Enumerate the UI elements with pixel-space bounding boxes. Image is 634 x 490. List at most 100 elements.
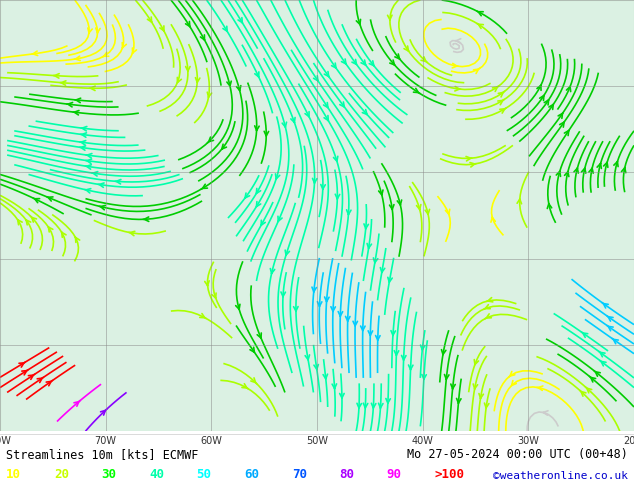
FancyArrowPatch shape bbox=[86, 159, 92, 164]
FancyArrowPatch shape bbox=[86, 165, 91, 169]
FancyArrowPatch shape bbox=[335, 194, 340, 199]
FancyArrowPatch shape bbox=[324, 116, 328, 121]
FancyArrowPatch shape bbox=[500, 108, 506, 113]
FancyArrowPatch shape bbox=[236, 86, 241, 91]
FancyArrowPatch shape bbox=[250, 347, 254, 352]
FancyArrowPatch shape bbox=[394, 351, 399, 355]
FancyArrowPatch shape bbox=[340, 102, 344, 107]
FancyArrowPatch shape bbox=[456, 398, 461, 403]
FancyArrowPatch shape bbox=[388, 277, 392, 282]
FancyArrowPatch shape bbox=[347, 210, 351, 215]
FancyArrowPatch shape bbox=[444, 374, 449, 379]
FancyArrowPatch shape bbox=[604, 162, 608, 167]
FancyArrowPatch shape bbox=[74, 400, 80, 406]
FancyArrowPatch shape bbox=[560, 122, 564, 127]
FancyArrowPatch shape bbox=[485, 314, 491, 319]
FancyArrowPatch shape bbox=[30, 216, 37, 222]
FancyArrowPatch shape bbox=[81, 133, 86, 137]
FancyArrowPatch shape bbox=[305, 112, 309, 117]
FancyArrowPatch shape bbox=[332, 384, 337, 389]
FancyArrowPatch shape bbox=[75, 237, 80, 243]
FancyArrowPatch shape bbox=[498, 91, 505, 97]
FancyArrowPatch shape bbox=[129, 231, 135, 236]
FancyArrowPatch shape bbox=[314, 76, 318, 81]
Text: 50: 50 bbox=[197, 468, 212, 481]
FancyArrowPatch shape bbox=[477, 11, 483, 16]
FancyArrowPatch shape bbox=[67, 102, 72, 107]
Text: 30: 30 bbox=[101, 468, 117, 481]
FancyArrowPatch shape bbox=[236, 304, 240, 309]
FancyArrowPatch shape bbox=[545, 100, 548, 105]
FancyArrowPatch shape bbox=[255, 126, 259, 131]
FancyArrowPatch shape bbox=[493, 86, 499, 92]
FancyArrowPatch shape bbox=[245, 193, 250, 198]
Text: 90: 90 bbox=[387, 468, 402, 481]
FancyArrowPatch shape bbox=[96, 28, 100, 33]
FancyArrowPatch shape bbox=[314, 365, 318, 369]
FancyArrowPatch shape bbox=[281, 292, 285, 297]
FancyArrowPatch shape bbox=[357, 403, 361, 408]
FancyArrowPatch shape bbox=[53, 74, 59, 78]
FancyArrowPatch shape bbox=[278, 216, 282, 221]
FancyArrowPatch shape bbox=[81, 126, 87, 131]
FancyArrowPatch shape bbox=[186, 67, 190, 71]
FancyArrowPatch shape bbox=[256, 189, 261, 194]
FancyArrowPatch shape bbox=[361, 326, 365, 331]
FancyArrowPatch shape bbox=[333, 156, 338, 161]
FancyArrowPatch shape bbox=[413, 88, 420, 94]
FancyArrowPatch shape bbox=[200, 35, 205, 40]
FancyArrowPatch shape bbox=[325, 72, 329, 76]
FancyArrowPatch shape bbox=[508, 371, 515, 377]
FancyArrowPatch shape bbox=[484, 403, 489, 408]
FancyArrowPatch shape bbox=[222, 144, 226, 149]
FancyArrowPatch shape bbox=[201, 184, 207, 189]
FancyArrowPatch shape bbox=[356, 20, 361, 25]
FancyArrowPatch shape bbox=[549, 104, 553, 109]
FancyArrowPatch shape bbox=[372, 403, 376, 408]
FancyArrowPatch shape bbox=[537, 386, 543, 391]
Text: ©weatheronline.co.uk: ©weatheronline.co.uk bbox=[493, 471, 628, 481]
FancyArrowPatch shape bbox=[238, 18, 242, 23]
FancyArrowPatch shape bbox=[61, 232, 66, 237]
FancyArrowPatch shape bbox=[417, 204, 421, 210]
FancyArrowPatch shape bbox=[133, 48, 136, 53]
FancyArrowPatch shape bbox=[512, 381, 516, 386]
FancyArrowPatch shape bbox=[338, 312, 342, 317]
FancyArrowPatch shape bbox=[386, 398, 391, 403]
FancyArrowPatch shape bbox=[261, 220, 265, 225]
FancyArrowPatch shape bbox=[207, 137, 214, 143]
FancyArrowPatch shape bbox=[212, 293, 216, 298]
FancyArrowPatch shape bbox=[380, 268, 385, 272]
FancyArrowPatch shape bbox=[353, 321, 358, 326]
FancyArrowPatch shape bbox=[612, 339, 618, 343]
FancyArrowPatch shape bbox=[312, 287, 316, 292]
FancyArrowPatch shape bbox=[332, 63, 336, 68]
FancyArrowPatch shape bbox=[270, 269, 275, 273]
FancyArrowPatch shape bbox=[446, 209, 450, 214]
FancyArrowPatch shape bbox=[470, 163, 476, 167]
FancyArrowPatch shape bbox=[26, 220, 30, 225]
FancyArrowPatch shape bbox=[305, 355, 309, 360]
FancyArrowPatch shape bbox=[29, 374, 35, 379]
FancyArrowPatch shape bbox=[558, 113, 562, 119]
FancyArrowPatch shape bbox=[80, 146, 86, 150]
FancyArrowPatch shape bbox=[256, 201, 261, 207]
Text: 40: 40 bbox=[149, 468, 164, 481]
Text: 70: 70 bbox=[292, 468, 307, 481]
FancyArrowPatch shape bbox=[614, 162, 618, 167]
Text: 20: 20 bbox=[54, 468, 69, 481]
FancyArrowPatch shape bbox=[291, 118, 295, 122]
FancyArrowPatch shape bbox=[331, 307, 335, 312]
FancyArrowPatch shape bbox=[474, 68, 480, 73]
FancyArrowPatch shape bbox=[89, 86, 95, 91]
FancyArrowPatch shape bbox=[115, 179, 121, 184]
FancyArrowPatch shape bbox=[367, 244, 372, 248]
FancyArrowPatch shape bbox=[148, 17, 152, 22]
FancyArrowPatch shape bbox=[160, 26, 164, 31]
FancyArrowPatch shape bbox=[473, 384, 477, 389]
FancyArrowPatch shape bbox=[621, 168, 626, 172]
FancyArrowPatch shape bbox=[600, 361, 606, 366]
FancyArrowPatch shape bbox=[80, 141, 86, 145]
FancyArrowPatch shape bbox=[594, 371, 600, 376]
FancyArrowPatch shape bbox=[567, 86, 571, 92]
